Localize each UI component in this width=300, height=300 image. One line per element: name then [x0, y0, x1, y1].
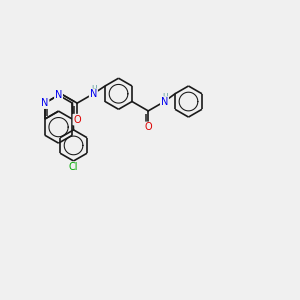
Text: N: N [90, 89, 97, 99]
Text: O: O [144, 122, 152, 132]
Text: N: N [161, 97, 168, 107]
Text: H: H [162, 93, 168, 102]
Text: H: H [91, 85, 97, 94]
Text: N: N [41, 98, 48, 108]
Text: N: N [55, 90, 62, 100]
Text: Cl: Cl [69, 162, 78, 172]
Text: O: O [73, 115, 81, 124]
Text: O: O [41, 98, 49, 108]
